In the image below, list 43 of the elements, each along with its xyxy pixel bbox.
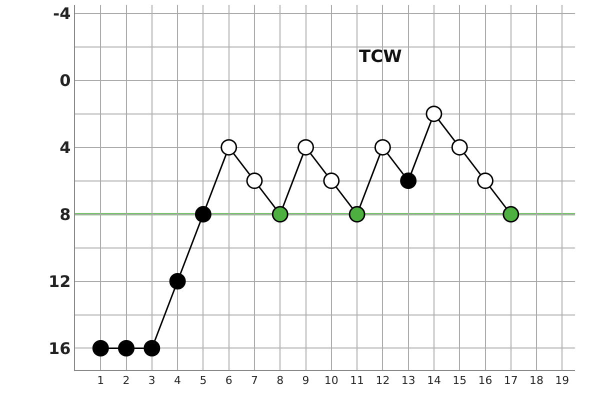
y-tick-label: 4 — [60, 138, 71, 157]
x-tick-label: 1 — [97, 374, 104, 388]
x-tick-label: 6 — [225, 374, 232, 388]
point — [400, 172, 417, 190]
point — [426, 106, 442, 122]
x-tick-label: 10 — [324, 374, 338, 388]
point — [92, 340, 109, 356]
y-tick-label: 16 — [48, 338, 71, 358]
point — [246, 172, 263, 190]
x-tick-label: 18 — [530, 374, 544, 388]
point — [169, 273, 186, 290]
x-tick-label: 16 — [478, 374, 492, 388]
point — [194, 206, 212, 223]
x-tick-label: 15 — [452, 374, 467, 388]
x-tick-label: 9 — [302, 374, 310, 388]
x-tick-label: 14 — [426, 374, 441, 388]
x-tick-label: 12 — [376, 374, 390, 388]
point — [118, 340, 135, 356]
x-tick-label: 2 — [122, 374, 130, 388]
y-tick-label: -4 — [53, 4, 71, 23]
x-tick-label: 17 — [504, 374, 518, 388]
x-tick-label: 4 — [174, 374, 182, 388]
x-tick-label: 7 — [250, 374, 258, 388]
x-tick-label: 13 — [401, 374, 416, 388]
x-tick-label: 5 — [200, 374, 207, 388]
point — [298, 139, 314, 156]
annotation: TCW — [359, 47, 402, 67]
point — [451, 139, 468, 156]
x-tick-label: 11 — [350, 374, 364, 388]
y-tick-label: 0 — [60, 70, 71, 90]
y-tick-label: 8 — [60, 204, 71, 224]
point — [477, 172, 494, 190]
point — [144, 340, 160, 356]
point — [220, 139, 238, 156]
x-tick-label: 8 — [276, 374, 284, 388]
x-tick-label: 19 — [555, 374, 570, 388]
point — [502, 206, 520, 223]
point — [323, 172, 340, 190]
x-tick-label: 3 — [148, 374, 156, 388]
point — [272, 206, 288, 223]
point — [348, 206, 366, 223]
point — [374, 139, 391, 156]
y-tick-label: 12 — [48, 272, 71, 291]
